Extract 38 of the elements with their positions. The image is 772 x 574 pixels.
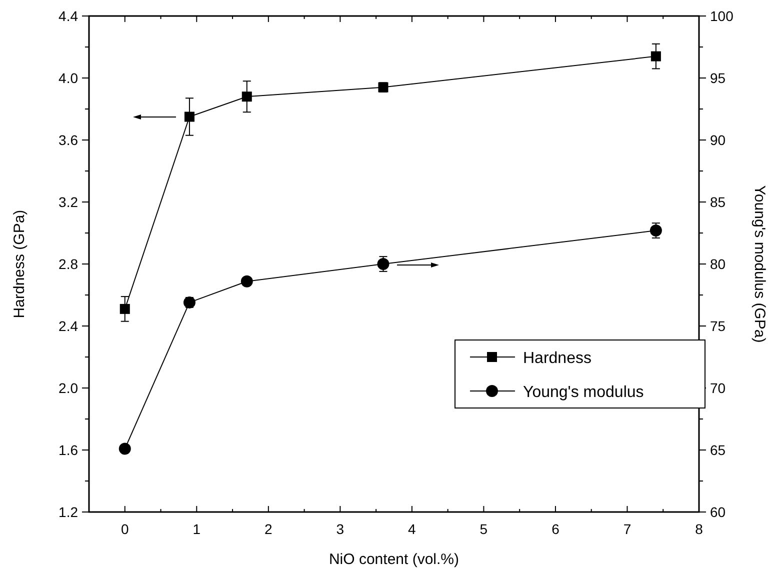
- x-tick-label: 2: [264, 521, 273, 537]
- y2-tick-label: 60: [710, 504, 726, 520]
- point: [118, 442, 131, 455]
- x-tick-label: 3: [336, 521, 344, 537]
- y2-tick-label: 95: [710, 70, 726, 86]
- y2-tick-label: 90: [710, 132, 726, 148]
- y2-tick-label: 70: [710, 380, 726, 396]
- y2-tick-label: 65: [710, 442, 726, 458]
- y-tick-label: 2.8: [58, 256, 78, 272]
- x-tick-label: 7: [623, 521, 632, 537]
- x-tick-label: 1: [192, 521, 201, 537]
- point: [184, 112, 194, 122]
- y-axis-title: Hardness (GPa): [11, 210, 28, 318]
- y-tick-label: 4.4: [58, 8, 78, 24]
- point: [650, 51, 661, 62]
- y-tick-label: 1.6: [58, 442, 78, 458]
- y2-axis-title: Young's modulus (GPa): [751, 185, 768, 343]
- legend-label: Hardness: [523, 350, 592, 367]
- x-tick-label: 5: [480, 521, 488, 537]
- y-tick-label: 1.2: [58, 504, 78, 520]
- y2-tick-label: 75: [710, 318, 726, 334]
- point: [120, 304, 130, 314]
- legend-label: Young's modulus: [523, 384, 644, 401]
- x-tick-label: 4: [408, 521, 416, 537]
- y-tick-label: 2.4: [58, 318, 78, 334]
- y2-tick-label: 100: [710, 8, 734, 24]
- y-tick-label: 4.0: [58, 70, 78, 86]
- y-tick-label: 3.2: [58, 194, 78, 210]
- x-tick-label: 0: [120, 521, 129, 537]
- y2-tick-label: 80: [710, 256, 726, 272]
- x-tick-label: 8: [695, 521, 704, 537]
- y2-tick-label: 85: [710, 194, 726, 210]
- x-axis-title: NiO content (vol.%): [328, 551, 460, 568]
- x-tick-label: 6: [552, 521, 560, 537]
- point: [242, 92, 252, 102]
- point: [240, 275, 253, 288]
- y-tick-label: 2.0: [58, 380, 78, 396]
- y-tick-label: 3.6: [58, 132, 78, 148]
